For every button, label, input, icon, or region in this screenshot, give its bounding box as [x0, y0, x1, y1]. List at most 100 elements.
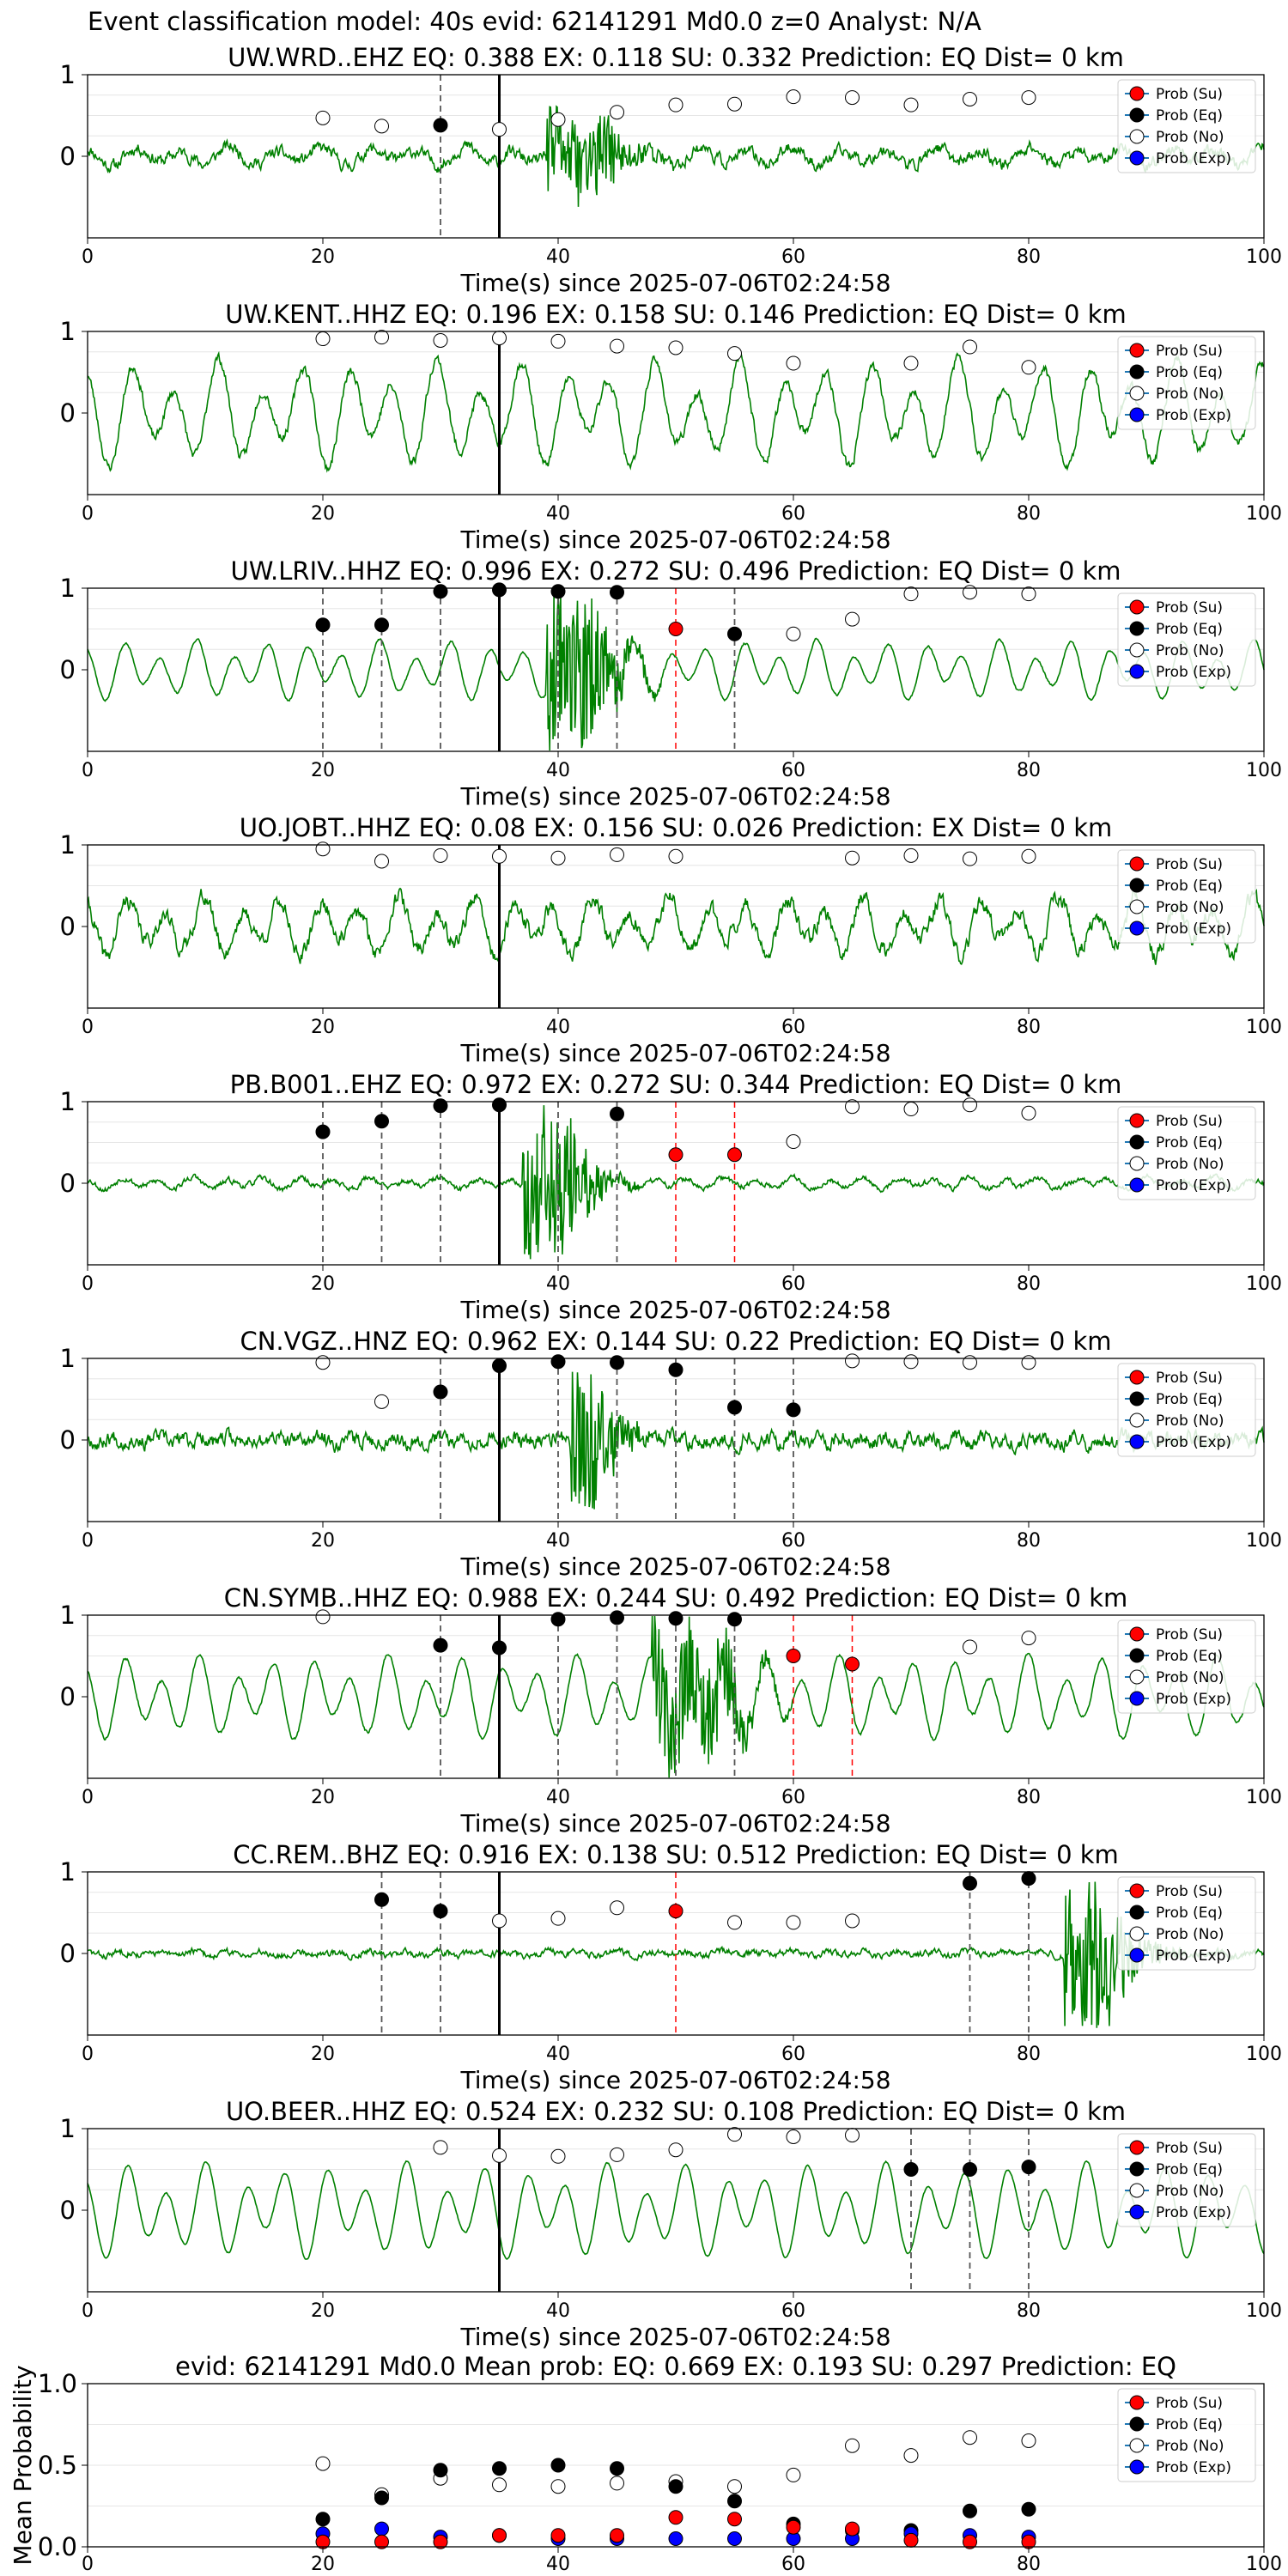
mean-prob-eq-point	[668, 2479, 683, 2494]
legend-label-no: Prob (No)	[1156, 2183, 1224, 2200]
y-tick-label: 1.0	[38, 2369, 77, 2398]
legend-label-no: Prob (No)	[1156, 899, 1224, 916]
x-tick-label: 100	[1246, 2300, 1282, 2322]
prob-su-point	[668, 622, 683, 636]
mean-prob-no-point	[492, 2477, 507, 2493]
prob-no-point	[315, 331, 331, 347]
x-tick-label: 60	[781, 503, 805, 525]
legend-label-no: Prob (No)	[1156, 1926, 1224, 1943]
prob-no-point	[963, 1097, 977, 1113]
mean-prob-no-point	[1021, 2433, 1036, 2448]
x-axis-label: Time(s) since 2025-07-06T02:24:58	[459, 782, 890, 811]
y-tick-label: 1	[60, 1857, 76, 1886]
summary-panel: evid: 62141291 Md0.0 Mean prob: EQ: 0.66…	[9, 2352, 1282, 2575]
prob-no-point	[845, 1099, 860, 1115]
y-tick-label: 0	[60, 1169, 76, 1198]
waveform-trace	[87, 588, 1265, 751]
legend-label-su: Prob (Su)	[1156, 856, 1223, 873]
prob-no-point	[963, 92, 977, 106]
legend-label-exp: Prob (Exp)	[1156, 150, 1231, 167]
prob-eq-point	[727, 626, 742, 641]
waveform-trace	[87, 2160, 1265, 2260]
y-tick-label: 1	[60, 2114, 76, 2143]
prob-no-point	[845, 850, 860, 866]
prob-no-point	[845, 611, 860, 627]
prob-no-point	[550, 2148, 566, 2164]
prob-eq-point	[610, 1106, 624, 1121]
station-panel: UW.WRD..EHZ EQ: 0.388 EX: 0.118 SU: 0.33…	[60, 43, 1282, 297]
legend-marker-su	[1129, 343, 1145, 358]
prob-eq-point	[433, 1384, 448, 1400]
prob-no-point	[786, 355, 801, 371]
prob-eq-point	[374, 1892, 389, 1907]
prob-eq-point	[610, 1610, 624, 1625]
x-tick-label: 60	[781, 246, 805, 268]
station-panel: UW.KENT..HHZ EQ: 0.196 EX: 0.158 SU: 0.1…	[60, 300, 1282, 554]
axes-frame	[87, 844, 1265, 1009]
legend-box	[1117, 336, 1256, 430]
prob-no-point	[550, 1911, 566, 1926]
legend-marker-no	[1129, 1926, 1145, 1941]
x-axis-label: Time(s) since 2025-07-06T02:24:58	[459, 2323, 890, 2351]
prob-no-point	[492, 122, 507, 137]
legend-marker-exp	[1129, 407, 1145, 422]
station-panel: CN.VGZ..HNZ EQ: 0.962 EX: 0.144 SU: 0.22…	[60, 1327, 1282, 1581]
prob-no-point	[845, 2128, 860, 2143]
prob-eq-point	[315, 617, 331, 633]
x-tick-label: 80	[1017, 1787, 1041, 1808]
legend-box	[1117, 2388, 1256, 2482]
y-tick-label: 1	[60, 574, 76, 603]
prob-eq-point	[433, 1637, 448, 1653]
x-tick-label: 20	[311, 246, 335, 268]
x-tick-label: 60	[781, 760, 805, 781]
legend-marker-su	[1129, 1626, 1145, 1642]
x-tick-label: 80	[1017, 2044, 1041, 2065]
prob-no-point	[903, 586, 919, 602]
mean-prob-eq-point	[433, 2463, 448, 2478]
x-tick-label: 80	[1017, 2300, 1041, 2322]
prob-no-point	[492, 2148, 507, 2163]
legend-label-no: Prob (No)	[1156, 386, 1224, 403]
x-tick-label: 40	[546, 2044, 570, 2065]
x-tick-label: 20	[311, 1530, 335, 1552]
legend-marker-su	[1129, 86, 1145, 101]
mean-prob-su-point	[374, 2534, 389, 2549]
prob-no-point	[1021, 90, 1036, 106]
y-tick-label: 0	[60, 1939, 76, 1968]
mean-prob-no-point	[786, 2467, 801, 2482]
mean-prob-no-point	[610, 2476, 624, 2491]
legend-marker-su	[1129, 599, 1145, 615]
y-tick-label: 1	[60, 1087, 76, 1116]
mean-prob-su-point	[550, 2528, 566, 2543]
x-tick-label: 20	[311, 2554, 335, 2575]
y-tick-label: 0	[60, 142, 76, 171]
legend-marker-eq	[1129, 2416, 1145, 2432]
waveform-trace	[87, 1371, 1265, 1510]
y-tick-label: 0	[60, 2196, 76, 2225]
legend-marker-no	[1129, 129, 1145, 144]
x-tick-label: 0	[82, 503, 94, 525]
y-tick-label: 0	[60, 1425, 76, 1455]
station-panel: UO.BEER..HHZ EQ: 0.524 EX: 0.232 SU: 0.1…	[60, 2097, 1282, 2351]
legend-box	[1117, 79, 1256, 173]
summary-title: evid: 62141291 Md0.0 Mean prob: EQ: 0.66…	[175, 2352, 1176, 2381]
legend-marker-no	[1129, 2438, 1145, 2453]
x-tick-label: 60	[781, 1530, 805, 1552]
y-tick-label: 1	[60, 830, 76, 860]
legend-label-exp: Prob (Exp)	[1156, 2204, 1231, 2221]
prob-no-point	[374, 854, 389, 869]
x-tick-label: 80	[1017, 2554, 1041, 2575]
prob-no-point	[845, 90, 860, 106]
legend-marker-no	[1129, 899, 1145, 914]
panel-title: CN.SYMB..HHZ EQ: 0.988 EX: 0.244 SU: 0.4…	[224, 1583, 1128, 1613]
mean-prob-eq-point	[315, 2512, 331, 2527]
legend-marker-exp	[1129, 2204, 1145, 2220]
legend-marker-eq	[1129, 1134, 1145, 1150]
x-axis-label: Time(s) since 2025-07-06T02:24:58	[459, 1039, 890, 1067]
x-axis-label: Time(s) since 2025-07-06T02:24:58	[459, 1296, 890, 1324]
mean-prob-eq-point	[550, 2458, 566, 2473]
legend-label-eq: Prob (Eq)	[1156, 1134, 1223, 1151]
prob-no-point	[963, 585, 977, 600]
prob-eq-point	[610, 585, 624, 600]
legend-label-eq: Prob (Eq)	[1156, 878, 1223, 895]
